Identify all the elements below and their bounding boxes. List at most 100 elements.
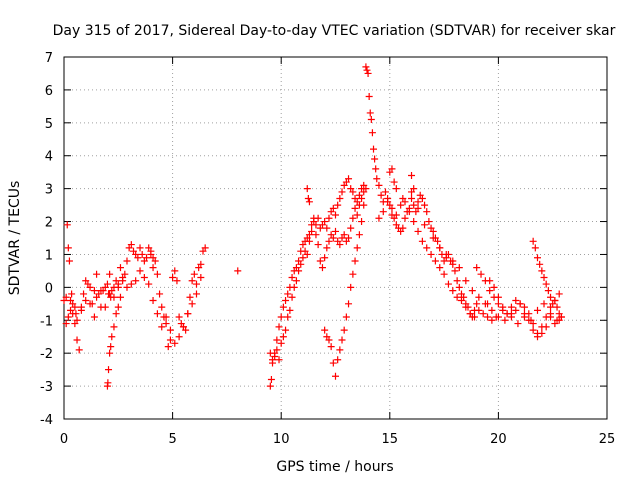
data-point: [82, 297, 90, 305]
data-point: [103, 280, 111, 288]
data-point: [503, 310, 511, 318]
data-point: [421, 201, 429, 209]
data-point: [358, 195, 366, 203]
data-point: [123, 283, 131, 291]
data-point: [484, 300, 492, 308]
data-point: [355, 231, 363, 239]
x-tick-label: 5: [168, 432, 176, 447]
data-point: [108, 333, 116, 341]
data-point: [390, 178, 398, 186]
data-point: [77, 306, 85, 314]
data-point: [119, 273, 127, 281]
data-point: [73, 316, 81, 324]
data-point: [284, 313, 292, 321]
x-tick-label: 20: [490, 432, 507, 447]
data-point: [75, 346, 83, 354]
data-point: [90, 287, 98, 295]
data-point: [525, 316, 533, 324]
y-tick-label: -3: [40, 380, 53, 395]
data-point: [325, 336, 333, 344]
data-point: [323, 244, 331, 252]
data-point: [68, 290, 76, 298]
data-point: [156, 290, 164, 298]
data-point: [286, 306, 294, 314]
data-point: [332, 372, 339, 380]
data-point: [410, 185, 418, 193]
data-point: [116, 264, 124, 272]
data-point: [110, 293, 118, 301]
data-point: [334, 201, 342, 209]
data-point: [149, 264, 157, 272]
y-tick-label: 4: [45, 150, 53, 165]
data-point: [397, 201, 405, 209]
data-point: [370, 145, 378, 153]
data-point: [405, 208, 413, 216]
data-point: [73, 336, 81, 344]
data-point: [190, 270, 198, 278]
data-point: [362, 63, 370, 71]
data-point: [477, 270, 485, 278]
grid-lines: [64, 57, 607, 419]
data-point: [363, 66, 371, 74]
data-point: [347, 283, 355, 291]
data-point: [62, 293, 70, 301]
data-point: [310, 214, 318, 222]
data-point: [375, 214, 383, 222]
data-point: [166, 326, 174, 334]
data-point: [507, 303, 515, 311]
data-point: [408, 195, 416, 203]
data-point: [362, 185, 370, 193]
y-tick-label: 5: [45, 117, 53, 132]
data-point: [360, 201, 368, 209]
data-point: [106, 270, 114, 278]
data-point: [494, 313, 502, 321]
data-point: [273, 336, 281, 344]
data-point: [192, 280, 200, 288]
data-point: [277, 313, 285, 321]
data-point: [303, 250, 311, 258]
data-point: [547, 293, 555, 301]
data-point: [295, 267, 303, 275]
data-point: [490, 283, 498, 291]
data-point: [436, 244, 444, 252]
data-point: [127, 241, 135, 249]
data-point: [308, 227, 316, 235]
data-point: [468, 287, 476, 295]
data-point: [336, 195, 344, 203]
data-point: [321, 326, 329, 334]
axis-ticks: [63, 56, 608, 420]
x-tick-label: 15: [382, 432, 399, 447]
y-tick-label: -1: [40, 314, 53, 329]
data-point: [340, 326, 348, 334]
data-point: [140, 273, 148, 281]
data-point: [338, 188, 346, 196]
data-point: [345, 300, 353, 308]
data-point: [536, 260, 544, 268]
data-point: [71, 303, 79, 311]
data-point: [542, 323, 550, 331]
data-point: [166, 336, 174, 344]
data-point: [321, 254, 329, 262]
data-point: [381, 188, 389, 196]
plot-frame: [63, 56, 608, 420]
data-point: [529, 237, 537, 245]
data-point: [80, 290, 88, 298]
y-tick-label: 1: [45, 248, 53, 263]
data-point: [349, 188, 357, 196]
y-tick-label: 3: [45, 183, 53, 198]
data-point: [90, 313, 98, 321]
data-point: [542, 280, 550, 288]
data-point: [533, 254, 541, 262]
data-point: [101, 303, 109, 311]
data-point: [138, 250, 146, 258]
data-point: [290, 283, 298, 291]
data-point: [173, 277, 181, 285]
data-point: [107, 343, 115, 351]
data-point: [321, 218, 329, 226]
data-point: [292, 277, 300, 285]
data-point: [410, 201, 418, 209]
data-point: [104, 379, 112, 387]
data-point: [105, 366, 113, 374]
data-point: [114, 283, 122, 291]
data-point: [169, 273, 177, 281]
